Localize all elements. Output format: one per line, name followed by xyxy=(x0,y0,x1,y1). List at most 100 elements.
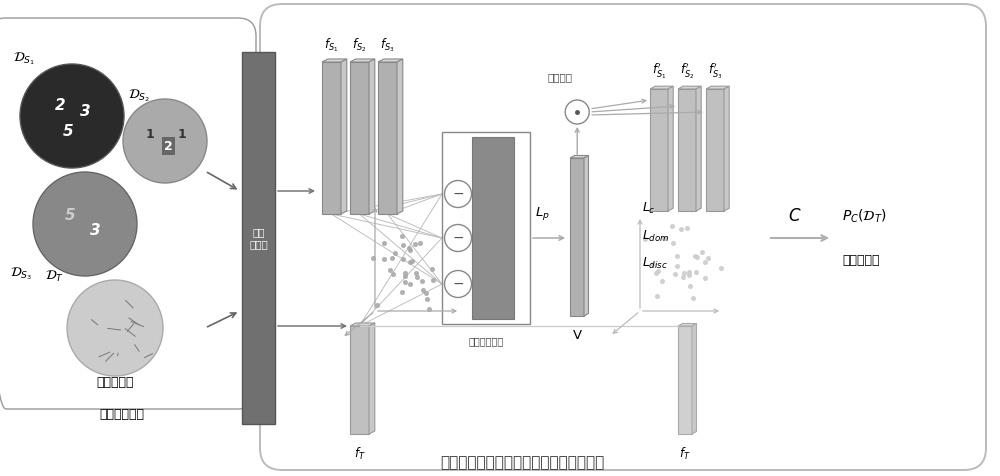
Point xyxy=(397,269,413,277)
Circle shape xyxy=(20,64,124,168)
Text: $P_C(\mathcal{D}_T)$: $P_C(\mathcal{D}_T)$ xyxy=(842,208,887,225)
Point xyxy=(384,254,400,262)
Point xyxy=(394,288,410,296)
Point xyxy=(404,258,420,265)
Point xyxy=(369,301,385,308)
Text: 目标域图像: 目标域图像 xyxy=(96,376,134,388)
Point xyxy=(669,252,685,260)
Point xyxy=(656,234,672,242)
Text: $f^{\prime}_{S_2}$: $f^{\prime}_{S_2}$ xyxy=(680,61,694,81)
Point xyxy=(409,273,425,280)
Point xyxy=(649,292,665,300)
Text: 5: 5 xyxy=(63,123,73,139)
Point xyxy=(689,253,705,261)
Polygon shape xyxy=(706,86,729,89)
Point xyxy=(665,239,681,247)
Text: 特征
提取器: 特征 提取器 xyxy=(249,227,268,249)
Text: 2: 2 xyxy=(55,99,65,113)
Point xyxy=(679,224,695,232)
Text: 基于部分特征对齐的多源领域自适应框架: 基于部分特征对齐的多源领域自适应框架 xyxy=(440,455,604,470)
Text: $L_{dom}$: $L_{dom}$ xyxy=(642,229,670,244)
Point xyxy=(408,269,424,277)
Text: $L_p$: $L_p$ xyxy=(535,205,549,222)
Polygon shape xyxy=(378,59,403,62)
Text: 3: 3 xyxy=(80,103,90,119)
Point xyxy=(664,222,680,229)
Point xyxy=(376,255,392,263)
Text: −: − xyxy=(452,187,464,201)
FancyBboxPatch shape xyxy=(472,137,514,319)
Text: 分类器预测: 分类器预测 xyxy=(842,255,880,268)
Text: $\mathcal{D}_{S_1}$: $\mathcal{D}_{S_1}$ xyxy=(13,51,35,67)
Point xyxy=(425,277,441,284)
Point xyxy=(421,305,437,313)
Point xyxy=(415,287,431,294)
Point xyxy=(700,254,716,262)
Polygon shape xyxy=(350,323,375,326)
Circle shape xyxy=(123,99,207,183)
Polygon shape xyxy=(397,59,403,214)
Point xyxy=(394,232,410,240)
Polygon shape xyxy=(706,89,724,211)
Point xyxy=(376,239,392,247)
Polygon shape xyxy=(350,59,375,62)
Circle shape xyxy=(565,100,589,124)
Polygon shape xyxy=(570,156,588,158)
Point xyxy=(682,282,698,289)
Point xyxy=(645,260,661,268)
Text: $f_{S_3}$: $f_{S_3}$ xyxy=(380,37,395,54)
Point xyxy=(713,264,729,271)
Text: 5: 5 xyxy=(65,208,75,224)
Point xyxy=(439,242,455,249)
Point xyxy=(694,248,710,256)
Point xyxy=(669,262,685,270)
Point xyxy=(637,235,653,243)
Circle shape xyxy=(33,172,137,276)
Text: $f^{\prime}_{S_1}$: $f^{\prime}_{S_1}$ xyxy=(652,61,666,81)
Point xyxy=(697,258,713,266)
Polygon shape xyxy=(692,324,696,434)
Text: −: − xyxy=(452,277,464,291)
Text: $\mathcal{D}_{S_3}$: $\mathcal{D}_{S_3}$ xyxy=(10,266,32,282)
Point xyxy=(687,252,703,259)
Point xyxy=(365,255,381,262)
Point xyxy=(648,269,664,277)
Polygon shape xyxy=(350,62,369,214)
Point xyxy=(419,295,435,302)
Polygon shape xyxy=(668,86,673,211)
Text: V: V xyxy=(573,329,582,342)
Point xyxy=(685,295,701,302)
FancyBboxPatch shape xyxy=(442,132,530,324)
Point xyxy=(667,270,683,278)
Text: 特征选择模块: 特征选择模块 xyxy=(468,336,504,346)
Polygon shape xyxy=(369,323,375,434)
Text: 3: 3 xyxy=(90,224,100,238)
Point xyxy=(441,291,457,299)
Text: $\mathcal{D}_T$: $\mathcal{D}_T$ xyxy=(45,268,64,284)
Polygon shape xyxy=(322,62,341,214)
Polygon shape xyxy=(678,324,696,326)
Polygon shape xyxy=(350,326,369,434)
Point xyxy=(382,266,398,274)
Point xyxy=(650,267,666,275)
Polygon shape xyxy=(570,158,584,316)
Text: $f_{S_2}$: $f_{S_2}$ xyxy=(352,37,367,54)
Point xyxy=(673,225,689,233)
Point xyxy=(442,258,458,266)
Point xyxy=(676,269,692,277)
Text: −: − xyxy=(452,231,464,245)
Circle shape xyxy=(444,225,472,251)
Polygon shape xyxy=(678,89,696,211)
Polygon shape xyxy=(678,326,692,434)
Point xyxy=(385,271,401,278)
Point xyxy=(401,244,417,252)
Polygon shape xyxy=(696,86,701,211)
Point xyxy=(418,289,434,297)
Text: $\mathcal{D}_{S_2}$: $\mathcal{D}_{S_2}$ xyxy=(128,88,150,104)
Circle shape xyxy=(444,180,472,208)
Point xyxy=(412,239,428,247)
Point xyxy=(402,281,418,288)
Text: $L_c$: $L_c$ xyxy=(642,201,656,216)
Polygon shape xyxy=(724,86,729,211)
Point xyxy=(395,241,411,248)
